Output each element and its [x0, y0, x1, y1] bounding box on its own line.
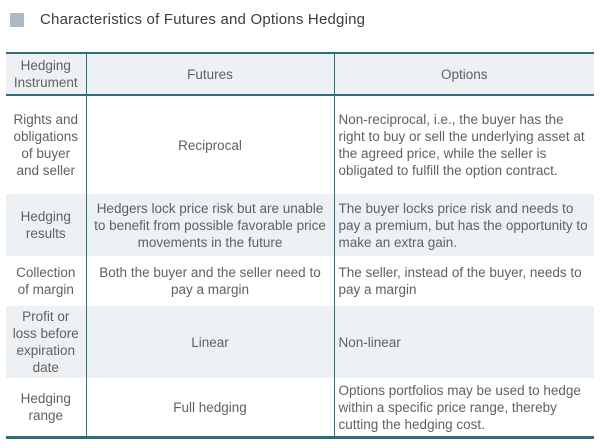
- header-cell-futures: Futures: [85, 53, 334, 96]
- header-row: Hedging Instrument Futures Options: [6, 53, 594, 96]
- options-cell: Options portfolios may be used to hedge …: [333, 378, 594, 438]
- row-label-cell: Rights and obligations of buyer and sell…: [13, 112, 79, 178]
- square-bullet-icon: [10, 12, 24, 27]
- row-label-cell: Hedging results: [20, 209, 71, 241]
- row-label-cell: Profit or loss before expiration date: [12, 309, 79, 375]
- options-cell: Non-linear: [333, 306, 594, 378]
- futures-cell: Full hedging: [85, 378, 334, 438]
- section-title-row: Characteristics of Futures and Options H…: [10, 11, 365, 28]
- futures-cell: Both the buyer and the seller need to pa…: [85, 256, 334, 306]
- row-label-cell: Collection of margin: [16, 265, 76, 297]
- futures-cell: Hedgers lock price risk but are unable t…: [85, 194, 334, 256]
- futures-cell: Reciprocal: [85, 95, 334, 194]
- options-cell: Non-reciprocal, i.e., the buyer has the …: [333, 95, 594, 194]
- options-cell: The seller, instead of the buyer, needs …: [333, 256, 594, 306]
- futures-cell: Linear: [85, 306, 334, 378]
- table-row-collection-of-margin: Collection of margin Both the buyer and …: [6, 256, 594, 306]
- table-row-hedging-range: Hedging range Full hedging Options portf…: [6, 378, 594, 438]
- table-row-profit-or-loss: Profit or loss before expiration date Li…: [6, 306, 594, 378]
- row-label-cell: Hedging range: [20, 391, 71, 423]
- header-cell-options: Options: [333, 53, 594, 96]
- options-cell: The buyer locks price risk and needs to …: [333, 194, 594, 256]
- table-row-hedging-results: Hedging results Hedgers lock price risk …: [6, 194, 594, 256]
- page-title: Characteristics of Futures and Options H…: [40, 11, 366, 28]
- header-cell-hedging-instrument: Hedging Instrument: [6, 53, 86, 96]
- hedging-comparison-table: Hedging Instrument Futures Options Right…: [6, 52, 594, 439]
- table-row-rights-obligations: Rights and obligations of buyer and sell…: [6, 95, 594, 194]
